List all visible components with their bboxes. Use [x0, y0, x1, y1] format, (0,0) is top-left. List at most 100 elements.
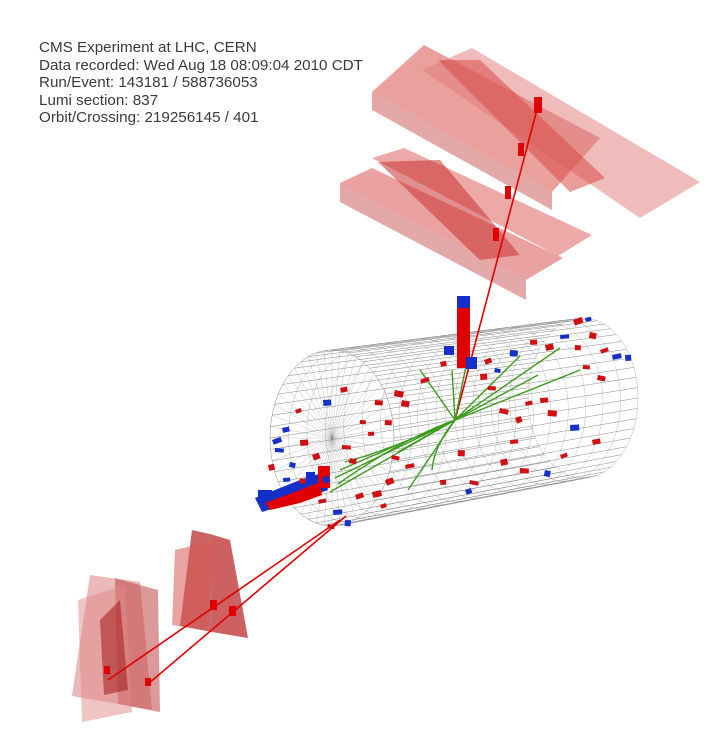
ecal-deposit	[487, 386, 496, 391]
endcap-spoke	[282, 384, 333, 439]
hcal-deposit	[271, 436, 283, 445]
barrel-ring	[472, 324, 586, 489]
ecal-deposit	[268, 463, 276, 471]
endcap-spoke	[331, 361, 364, 439]
event-info-panel: CMS Experiment at LHC, CERN Data recorde…	[39, 39, 363, 127]
ecal-deposit	[588, 332, 597, 340]
endcap-spoke	[272, 414, 333, 439]
ecal-deposit	[574, 345, 581, 351]
hcal-deposit	[559, 334, 570, 339]
endcap-spoke	[278, 393, 333, 439]
endcap-spoke	[274, 404, 333, 439]
endcap-spoke	[331, 356, 356, 439]
ecal-deposit	[519, 467, 529, 474]
ecal-deposit	[480, 373, 488, 380]
run-event-label: Run/Event: 143181 / 588736053	[39, 74, 258, 91]
hcal-deposit	[612, 353, 622, 360]
ecal-deposit	[368, 431, 375, 436]
endcap-spoke	[270, 426, 333, 439]
muon-hits	[104, 97, 542, 686]
hcal-deposit	[332, 509, 343, 515]
ecal-deposit	[374, 400, 383, 406]
ecal-deposit	[359, 420, 366, 425]
ecal-deposit	[420, 376, 430, 384]
hcal-deposit	[288, 462, 296, 469]
ecal-deposit	[440, 360, 447, 367]
hcal-deposit	[625, 354, 632, 361]
barrel-ring	[325, 342, 447, 516]
hcal-deposit	[274, 448, 284, 453]
ecal-deposit	[592, 438, 601, 445]
muon-chamber	[372, 92, 552, 210]
endcap-spoke	[294, 368, 333, 439]
ecal-deposit	[484, 357, 493, 365]
ecal-deposit	[469, 479, 479, 486]
ecal-deposit	[355, 492, 365, 500]
ecal-deposit	[600, 347, 609, 354]
muon-chamber	[378, 160, 520, 260]
muon-chamber	[340, 183, 526, 300]
hcal-deposit	[344, 520, 351, 527]
endcap-spoke	[331, 352, 349, 439]
forward-deposits	[255, 466, 330, 512]
ecal-deposit	[384, 477, 395, 486]
ecal-deposit	[498, 408, 509, 415]
endcap-spoke	[315, 352, 333, 439]
charged-tracks	[329, 347, 581, 493]
muon-chamber	[210, 534, 248, 638]
muon-track	[147, 515, 347, 685]
lumi-section-label: Lumi section: 837	[39, 91, 159, 109]
ecal-deposit	[560, 452, 568, 459]
calorimeter-deposits	[268, 316, 632, 530]
endcap-spoke	[331, 368, 370, 439]
ecal-deposit	[380, 502, 388, 509]
ecal-deposit	[457, 450, 465, 457]
hcal-deposit	[509, 350, 518, 357]
orbit-crossing-label: Orbit/Crossing: 219256145 / 401	[39, 109, 259, 126]
endcap-spoke	[282, 437, 333, 492]
endcap-spoke	[331, 437, 356, 520]
ecal-deposit	[596, 374, 606, 382]
ecal-deposit	[400, 400, 410, 408]
lower-muon-chambers	[72, 530, 248, 722]
hcal-deposit	[282, 426, 290, 433]
ecal-deposit	[341, 445, 351, 450]
muon-track	[107, 519, 341, 681]
endcap-spoke	[331, 384, 382, 439]
endcap-spoke	[331, 437, 382, 492]
ecal-deposit	[573, 316, 584, 326]
ecal-deposit	[372, 490, 383, 498]
ecal-deposit	[339, 386, 348, 393]
barrel-end-right	[527, 317, 639, 479]
muon-chamber	[172, 540, 215, 630]
endcap-spoke	[274, 437, 333, 472]
ecal-deposit	[582, 365, 590, 370]
endcap-spoke	[331, 437, 364, 515]
endcap-spoke	[331, 437, 392, 462]
ecal-deposit	[312, 452, 321, 461]
ecal-deposit	[510, 439, 519, 444]
endcap-spoke	[331, 437, 390, 472]
ecal-deposit	[384, 420, 392, 426]
endcap-spoke	[272, 437, 333, 462]
ecal-deposit	[300, 439, 309, 446]
endcap-spoke	[278, 437, 333, 483]
barrel-ring	[343, 340, 464, 513]
hcal-deposit	[585, 316, 592, 322]
ecal-deposit	[439, 479, 447, 485]
barrel-ring	[490, 322, 604, 486]
ecal-deposit	[540, 397, 549, 403]
ecal-deposit	[391, 455, 400, 461]
ecal-deposit	[545, 343, 555, 351]
barrel-ring	[380, 336, 499, 506]
ecal-deposit	[393, 389, 404, 398]
endcap-spoke	[331, 350, 341, 439]
ecal-deposit	[405, 463, 415, 469]
upper-muon-chambers	[340, 45, 700, 300]
endcap-spoke	[331, 426, 394, 439]
endcap-spoke	[287, 375, 333, 439]
endcap-spoke	[308, 356, 333, 439]
ecal-deposit	[515, 415, 523, 424]
hcal-deposit	[323, 399, 332, 406]
hcal-deposit	[465, 487, 473, 495]
